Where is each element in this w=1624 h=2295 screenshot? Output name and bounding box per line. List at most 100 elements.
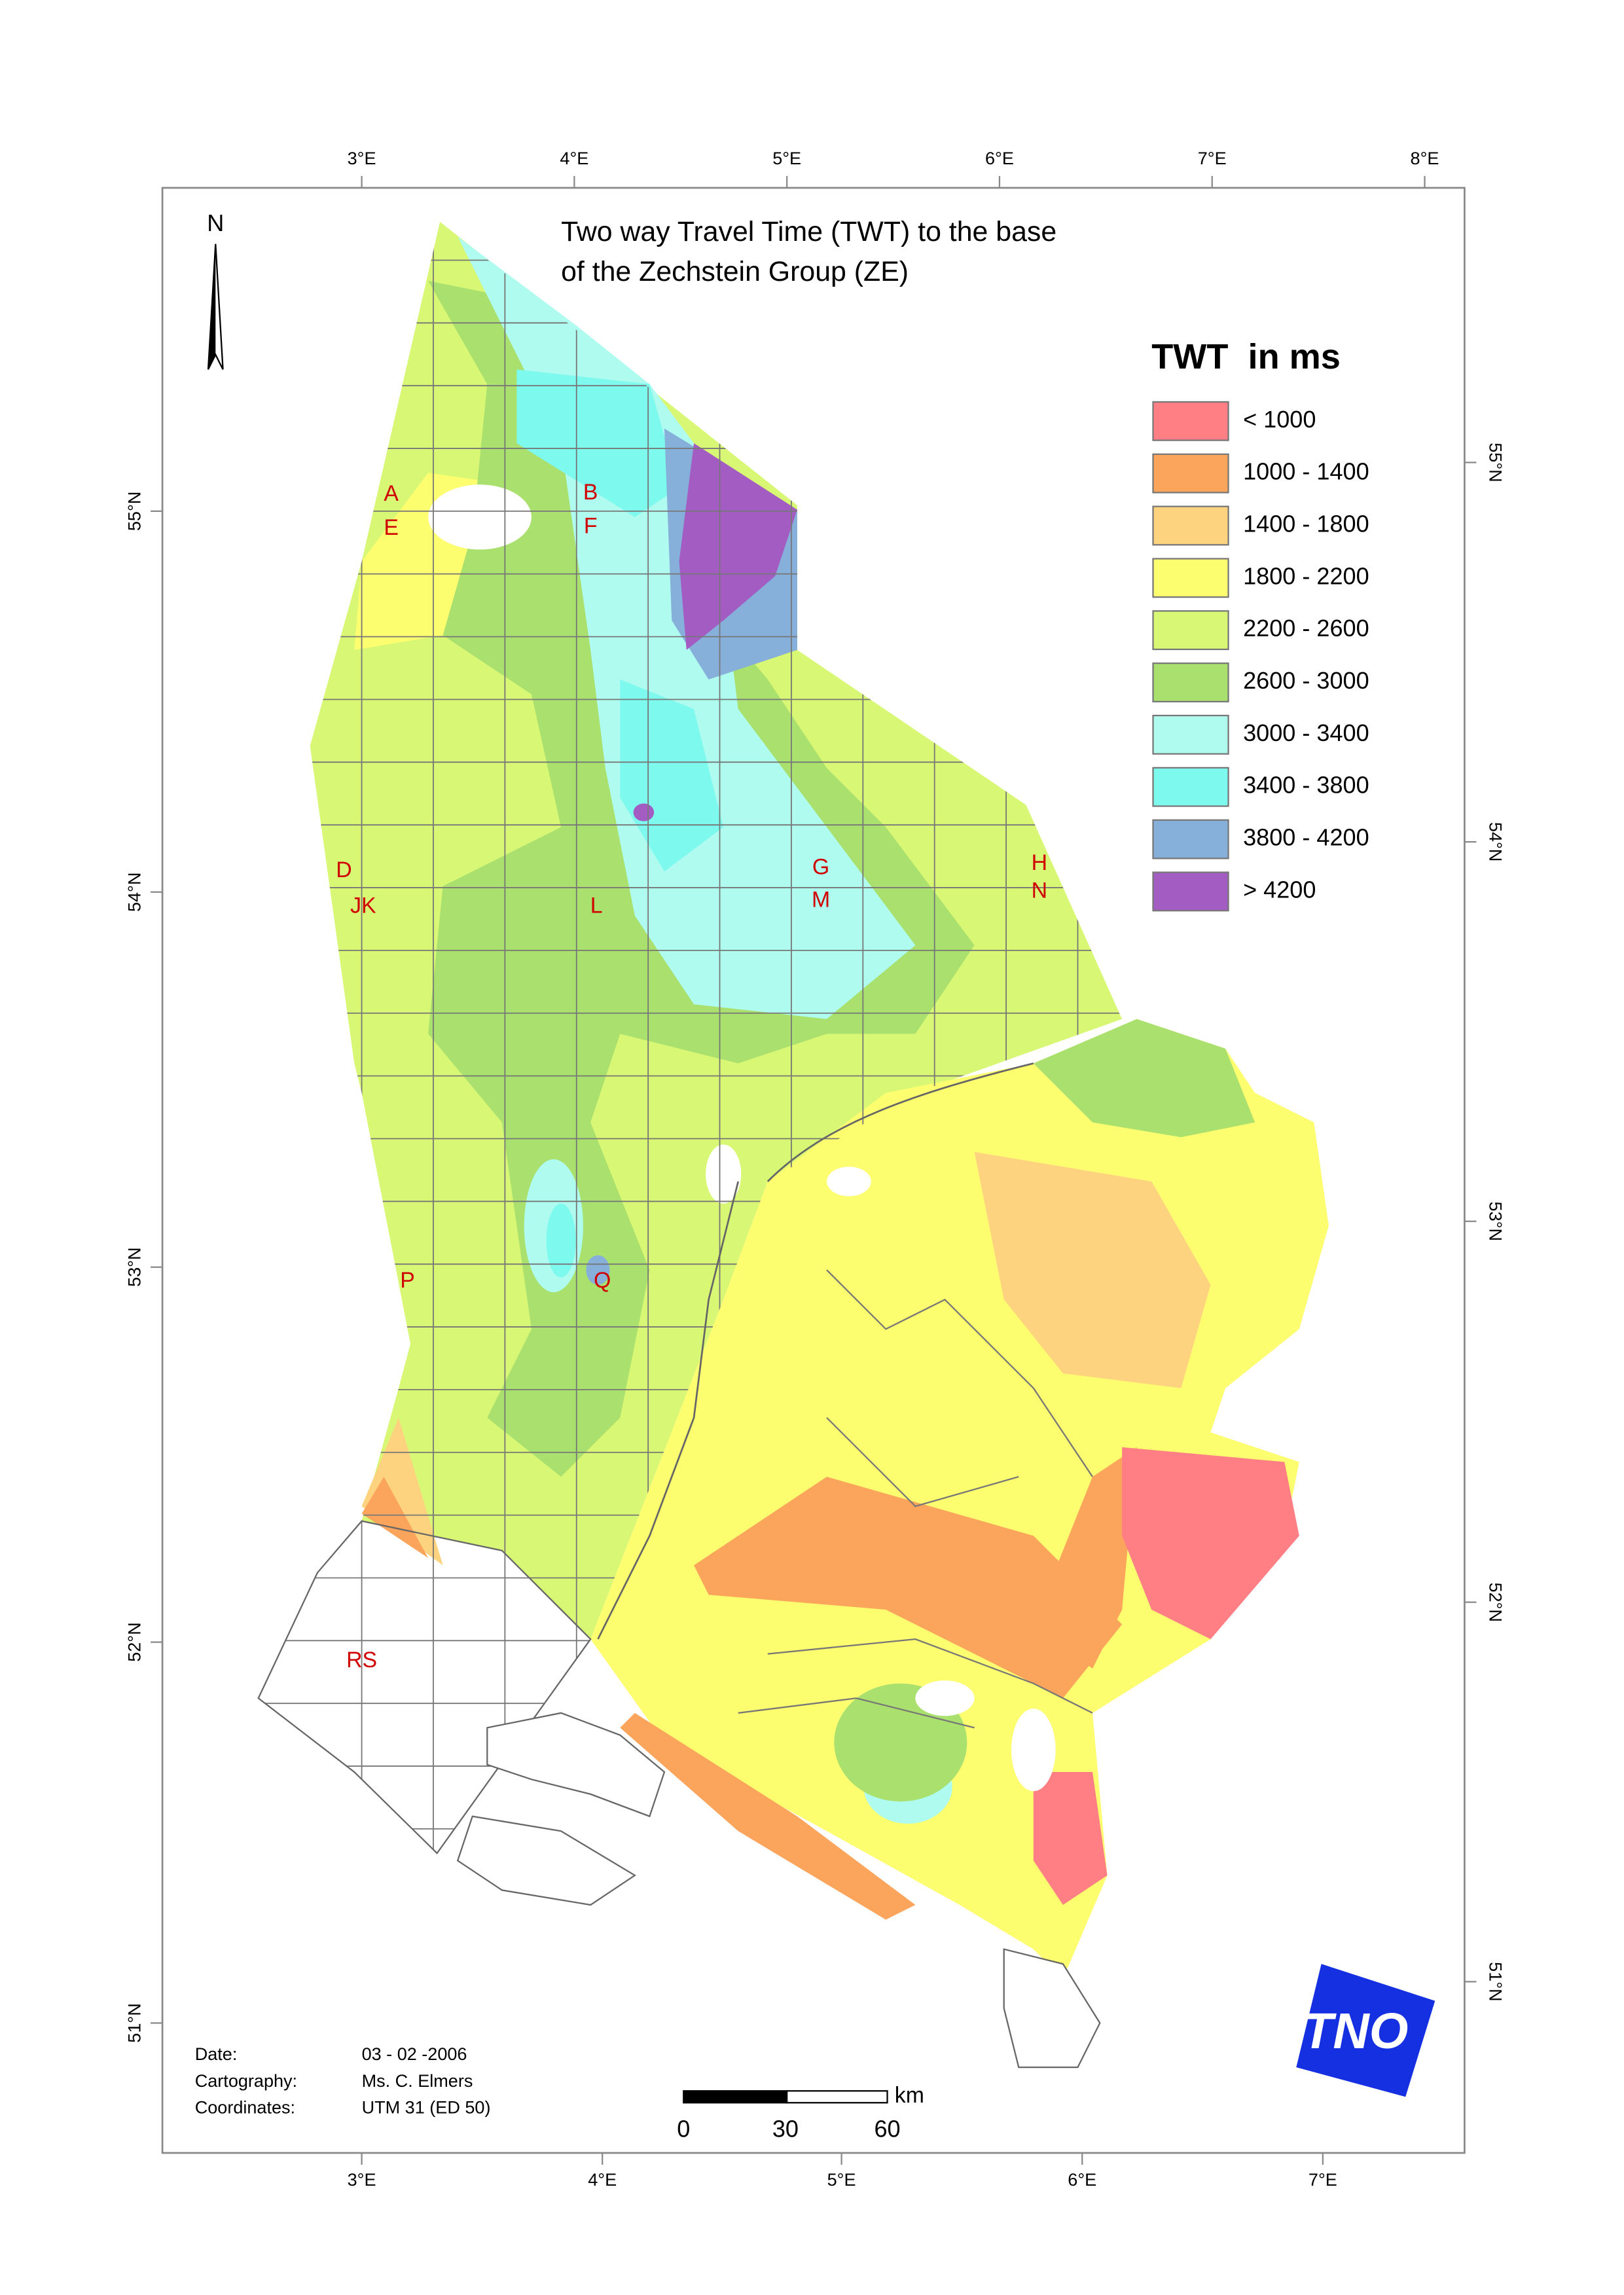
color-zone [620, 1712, 916, 1920]
scale-tick-label: 0 [677, 2116, 690, 2142]
graticule-label: 53°N [1485, 1202, 1505, 1241]
graticule-label: 55°N [125, 492, 145, 531]
legend-swatch [1152, 662, 1229, 702]
legend-label: 3800 - 4200 [1243, 824, 1369, 851]
color-zone [1033, 1772, 1108, 1906]
graticule-label: 7°E [1308, 2170, 1337, 2190]
southern-block-area [257, 1520, 592, 1854]
map-frame [161, 187, 1466, 2154]
no-data-area [1011, 1708, 1056, 1792]
color-zone [694, 1476, 1123, 1699]
block-label: D [336, 858, 352, 882]
legend-swatch [1152, 767, 1229, 807]
scale-segment [786, 2090, 888, 2104]
graticule-label: 4°E [588, 2170, 617, 2190]
north-arrow-fill [208, 244, 216, 370]
legend-swatch [1152, 505, 1229, 546]
legend-label: < 1000 [1243, 406, 1316, 433]
graticule-label: 51°N [125, 2003, 145, 2042]
scale-tick-label: 60 [874, 2116, 900, 2142]
metadata-value: UTM 31 (ED 50) [362, 2097, 491, 2117]
map-title-line: of the Zechstein Group (ZE) [561, 256, 909, 287]
metadata-key: Cartography: [195, 2071, 297, 2091]
block-label: P [400, 1268, 415, 1293]
color-zone [546, 1203, 576, 1278]
color-zone [516, 369, 679, 517]
legend-swatch [1152, 558, 1229, 598]
legend-swatch [1152, 819, 1229, 859]
legend-swatch [1152, 401, 1229, 441]
block-label: M [812, 887, 830, 912]
color-zone [974, 1151, 1211, 1388]
scale-unit: km [895, 2083, 924, 2108]
graticule-label: 4°E [560, 149, 588, 168]
legend-label: > 4200 [1243, 876, 1316, 903]
logo-text: TNO [1303, 2004, 1409, 2059]
north-arrow: N [207, 209, 224, 370]
legend-swatch [1152, 871, 1229, 912]
block-label: H [1032, 850, 1047, 875]
block-label: N [1032, 878, 1047, 903]
coastline [597, 1062, 1034, 1640]
block-label: G [812, 855, 829, 880]
twt-zones [310, 221, 1329, 1979]
block-label: JK [350, 893, 376, 918]
graticule-label: 55°N [1485, 443, 1505, 482]
metadata-value: 03 - 02 -2006 [362, 2044, 467, 2064]
no-data-area [428, 484, 532, 550]
scale-tick-label: 30 [772, 2116, 799, 2142]
color-zone [1033, 1447, 1137, 1669]
color-zone [1033, 1019, 1255, 1138]
legend-label: 1800 - 2200 [1243, 562, 1369, 589]
block-label: L [590, 893, 603, 918]
graticule-label: 6°E [985, 149, 1014, 168]
block-label: F [584, 514, 598, 539]
legend-title: TWT in ms [1151, 337, 1341, 376]
coastal-islands [456, 1712, 1101, 2069]
graticule-label: 3°E [348, 149, 376, 168]
graticule-label: 5°E [827, 2170, 856, 2190]
color-zone [361, 1417, 443, 1566]
graticule-label: 3°E [348, 2170, 376, 2190]
legend-label: 2200 - 2600 [1243, 615, 1369, 642]
legend-swatch [1152, 714, 1229, 755]
block-label: Q [594, 1268, 611, 1293]
legend-label: 1400 - 1800 [1243, 511, 1369, 537]
metadata-key: Coordinates: [195, 2097, 295, 2117]
legend-swatch [1152, 453, 1229, 494]
graticule-label: 52°N [1485, 1582, 1505, 1621]
metadata-key: Date: [195, 2044, 238, 2064]
block-label: RS [346, 1648, 377, 1672]
color-zone [586, 1255, 610, 1285]
no-data-area [915, 1680, 975, 1716]
color-zone [361, 1476, 429, 1559]
scale-bar: km [683, 2083, 924, 2108]
graticule-label: 8°E [1411, 149, 1439, 168]
color-zone [620, 679, 724, 872]
legend-label: 2600 - 3000 [1243, 667, 1369, 694]
outlines [257, 1062, 1101, 2069]
graticule-label: 5°E [772, 149, 801, 168]
no-data-area [827, 1166, 871, 1197]
color-zone [1122, 1447, 1299, 1640]
graticule-label: 54°N [125, 873, 145, 912]
logo-shape [1296, 1964, 1435, 2097]
block-label: B [583, 480, 598, 505]
graticule-label: 6°E [1068, 2170, 1096, 2190]
color-zone [633, 803, 655, 822]
graticule-label: 52°N [125, 1622, 145, 1661]
no-data-area [706, 1144, 742, 1204]
province-borders [738, 1269, 1093, 1729]
tno-logo: TNO [1296, 1964, 1435, 2097]
legend-label: 1000 - 1400 [1243, 458, 1369, 485]
graticule-label: 51°N [1485, 1962, 1505, 2001]
block-label: E [384, 515, 399, 540]
legend-label: 3400 - 3800 [1243, 772, 1369, 799]
block-label: A [384, 481, 399, 506]
scale-segment [683, 2090, 788, 2104]
legend-swatch [1152, 610, 1229, 651]
north-label: N [207, 209, 224, 236]
metadata-value: Ms. C. Elmers [362, 2071, 473, 2091]
color-zone [679, 443, 797, 650]
